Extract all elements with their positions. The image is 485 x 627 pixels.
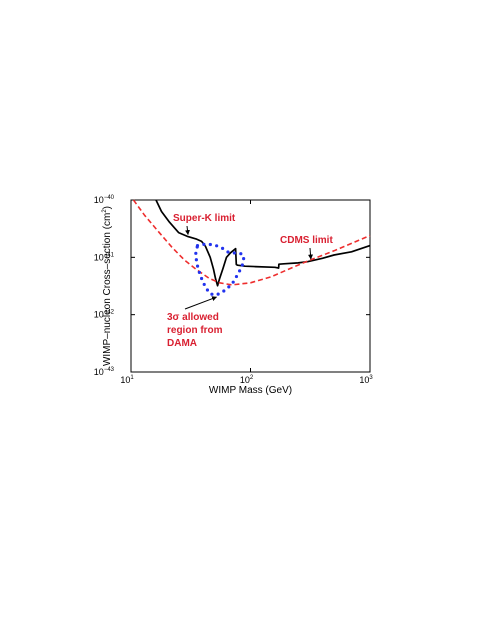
x-axis-ticks: 101 102 103	[120, 200, 373, 385]
y-tick-base: 10	[94, 367, 104, 377]
x-tick-exp: 3	[369, 375, 373, 381]
y-tick-label: 10−40	[94, 195, 115, 205]
annotation-cdms-arrow	[308, 247, 314, 260]
x-tick-label: 101	[120, 375, 134, 385]
annotation-cdms: CDMS limit	[280, 235, 333, 260]
x-axis-label: WIMP Mass (GeV)	[209, 385, 292, 396]
y-tick-exp: −42	[104, 310, 115, 316]
y-tick-label: 10−43	[94, 367, 115, 377]
y-tick-base: 10	[94, 195, 104, 205]
annotation-layer: Super-K limit CDMS limit 3σ allowed region …	[167, 213, 333, 349]
annotation-dama: 3σ allowed region from DAMA	[167, 296, 223, 349]
x-tick-label: 103	[359, 375, 373, 385]
x-tick-label: 102	[240, 375, 254, 385]
annotation-superk-line: Super-K limit	[173, 213, 236, 224]
annotation-superk-arrow	[185, 225, 190, 236]
series-cdms-limit	[132, 199, 371, 286]
y-tick-base: 10	[94, 310, 104, 320]
annotation-cdms-line: CDMS limit	[280, 235, 333, 246]
y-tick-label: 10−41	[94, 252, 115, 262]
annotation-dama-line: region from	[167, 325, 223, 336]
annotation-dama-arrow	[184, 296, 218, 310]
x-tick-base: 10	[359, 375, 369, 385]
annotation-dama-line: DAMA	[167, 338, 197, 349]
y-axis-label-sup: 2	[102, 209, 108, 213]
y-tick-label: 10−42	[94, 310, 115, 320]
annotation-superk: Super-K limit	[173, 213, 236, 236]
y-axis-label: WIMP–nucleon Cross–section (cm2)	[102, 206, 113, 366]
x-tick-base: 10	[120, 375, 130, 385]
y-tick-base: 10	[94, 252, 104, 262]
series-3-allowed-region-from-dama	[194, 242, 246, 297]
y-axis-label-main: WIMP–nucleon Cross–section (cm	[102, 213, 113, 366]
x-tick-base: 10	[240, 375, 250, 385]
series-super-k-limit	[155, 199, 371, 287]
x-tick-exp: 2	[250, 375, 254, 381]
y-tick-exp: −41	[104, 252, 115, 258]
annotation-dama-line: 3σ allowed	[167, 312, 219, 323]
x-tick-exp: 1	[130, 375, 134, 381]
series-layer	[132, 199, 371, 297]
y-tick-exp: −40	[104, 195, 115, 201]
y-tick-exp: −43	[104, 367, 115, 373]
y-axis-label-close: )	[102, 206, 113, 209]
